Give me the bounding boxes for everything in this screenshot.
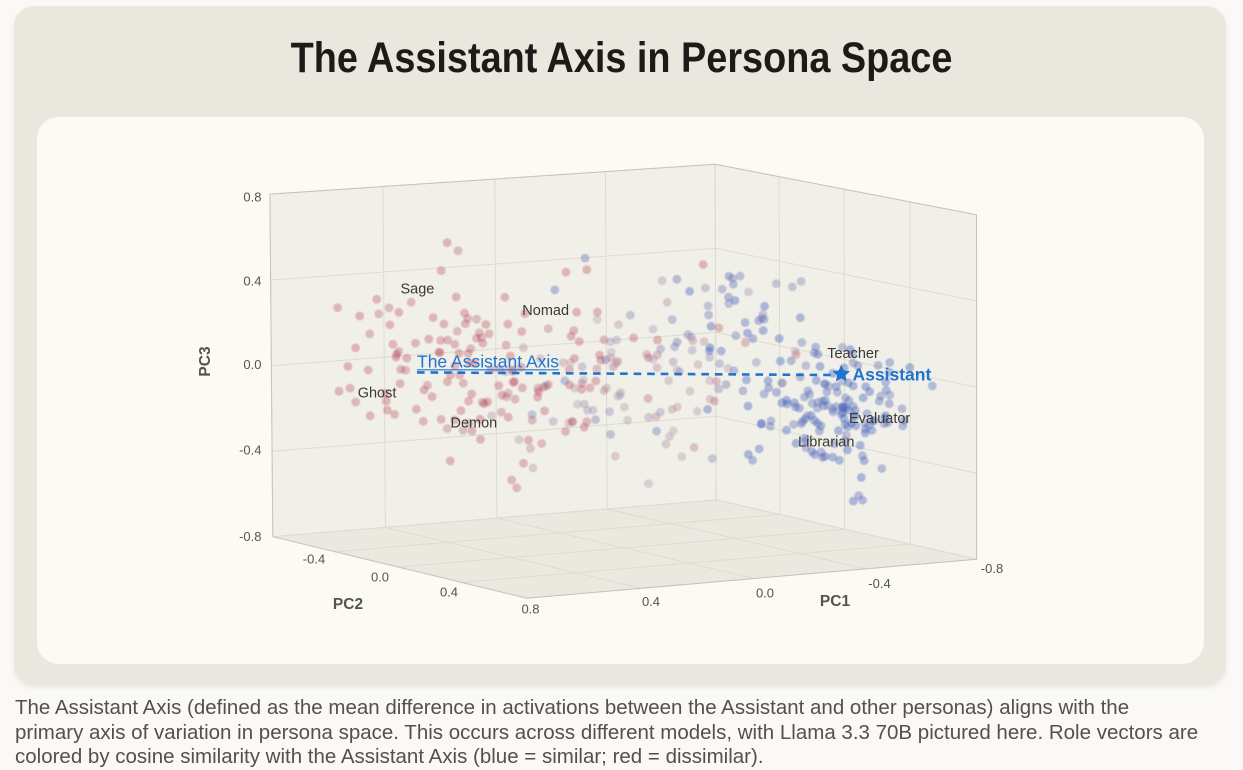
svg-text:0.8: 0.8: [521, 602, 539, 617]
svg-text:Evaluator: Evaluator: [849, 411, 910, 427]
svg-text:-0.8: -0.8: [239, 529, 261, 544]
svg-text:Teacher: Teacher: [827, 346, 879, 362]
svg-text:The Assistant Axis: The Assistant Axis: [417, 351, 559, 371]
svg-text:-0.4: -0.4: [239, 442, 261, 457]
svg-text:0.0: 0.0: [756, 586, 774, 601]
svg-text:Nomad: Nomad: [522, 303, 569, 319]
svg-text:Assistant: Assistant: [853, 365, 932, 385]
svg-text:0.0: 0.0: [371, 570, 389, 585]
svg-text:0.4: 0.4: [243, 274, 261, 289]
svg-text:-0.4: -0.4: [303, 552, 325, 567]
svg-text:Librarian: Librarian: [798, 435, 854, 451]
svg-text:Sage: Sage: [401, 282, 435, 298]
svg-text:PC2: PC2: [333, 596, 363, 613]
svg-text:PC1: PC1: [820, 593, 851, 610]
svg-text:Ghost: Ghost: [358, 386, 397, 402]
svg-text:-0.4: -0.4: [868, 576, 890, 591]
svg-text:0.4: 0.4: [642, 594, 660, 609]
svg-text:-0.8: -0.8: [981, 561, 1003, 576]
svg-text:PC3: PC3: [197, 346, 214, 377]
svg-text:0.8: 0.8: [243, 190, 261, 205]
svg-text:0.4: 0.4: [440, 585, 458, 600]
svg-text:0.0: 0.0: [243, 357, 261, 372]
svg-text:Demon: Demon: [451, 415, 498, 431]
